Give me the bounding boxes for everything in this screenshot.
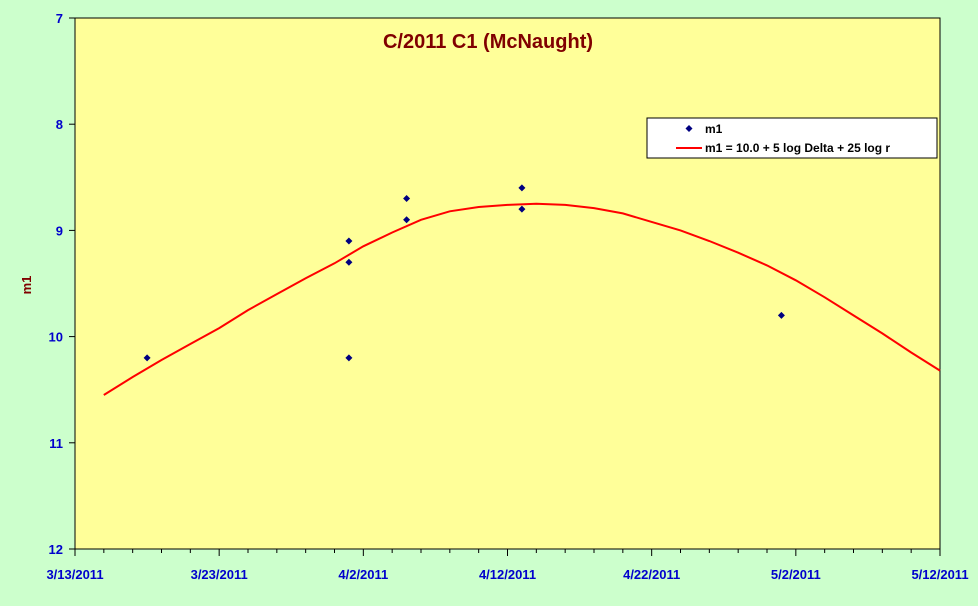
y-tick-label: 8	[56, 117, 63, 132]
legend-point-marker	[685, 125, 693, 132]
data-point	[518, 184, 526, 192]
y-axis-label: m1	[19, 276, 34, 295]
legend-points-label: m1	[705, 122, 723, 136]
x-tick-label: 4/2/2011	[338, 567, 388, 582]
y-axis: 7 8 9 10 11 12	[49, 11, 75, 557]
chart-title: C/2011 C1 (McNaught)	[383, 31, 593, 53]
legend-box	[646, 117, 938, 159]
legend: m1 m1 = 10.0 + 5 log Delta + 25 log r	[646, 117, 938, 159]
x-tick-label: 3/23/2011	[191, 567, 248, 582]
y-tick-label: 7	[56, 11, 63, 26]
data-point	[403, 216, 411, 224]
legend-line-label: m1 = 10.0 + 5 log Delta + 25 log r	[705, 141, 890, 155]
data-point	[345, 237, 353, 245]
plot-area	[74, 17, 941, 550]
y-tick-label: 11	[49, 436, 63, 451]
data-point	[518, 205, 526, 213]
x-axis: 3/13/2011 3/23/2011 4/2/2011 4/12/2011 4/22/…	[46, 549, 969, 582]
data-point	[345, 354, 353, 362]
y-tick-label: 9	[56, 223, 63, 238]
x-tick-label: 5/2/2011	[771, 567, 821, 582]
data-point	[777, 311, 785, 319]
x-tick-label: 5/12/2011	[911, 567, 968, 582]
x-tick-label: 3/13/2011	[46, 567, 103, 582]
x-tick-label: 4/22/2011	[623, 567, 680, 582]
y-tick-label: 12	[49, 542, 63, 557]
y-tick-label: 10	[49, 330, 63, 345]
data-points	[143, 184, 785, 362]
data-point	[345, 258, 353, 266]
data-point	[143, 354, 151, 362]
fit-line	[103, 202, 941, 396]
x-tick-label: 4/12/2011	[479, 567, 536, 582]
data-point	[403, 195, 411, 203]
